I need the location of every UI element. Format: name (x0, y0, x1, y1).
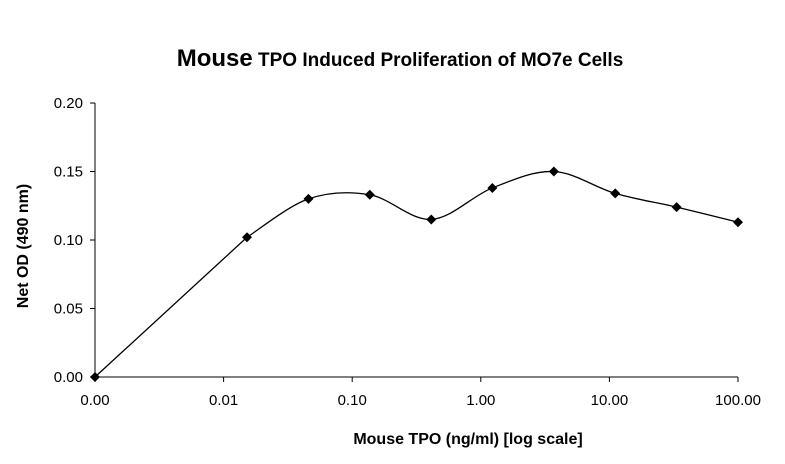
y-tick-label: 0.15 (54, 164, 83, 181)
data-point (671, 202, 682, 213)
data-point (303, 193, 314, 204)
data-point (733, 217, 743, 228)
x-tick-label: 100.00 (715, 392, 761, 409)
data-point (364, 189, 375, 200)
x-tick-label: 0.01 (209, 392, 238, 409)
axes (94, 103, 738, 378)
x-tick-label: 0.10 (338, 392, 367, 409)
x-tick-label: 0.00 (80, 392, 109, 409)
data-point (241, 232, 252, 243)
y-tick-label: 0.10 (54, 232, 83, 249)
x-axis-label: Mouse TPO (ng/ml) [log scale] (353, 431, 582, 448)
x-tick-label: 10.00 (591, 392, 629, 409)
data-point (90, 372, 100, 382)
chart-title: Mouse TPO Induced Proliferation of MO7e … (177, 45, 624, 72)
data-point (610, 188, 621, 199)
chart-title-rest: TPO Induced Proliferation of MO7e Cells (253, 50, 624, 71)
data-point (426, 214, 437, 225)
y-tick-label: 0.05 (54, 301, 83, 318)
series-line (94, 170, 739, 378)
plot-area (90, 166, 743, 382)
x-tick-label: 1.00 (466, 392, 495, 409)
y-tick-label: 0.00 (54, 369, 83, 386)
y-tick-label: 0.20 (54, 95, 83, 112)
chart-title-lead: Mouse (177, 45, 253, 72)
y-axis-label: Net OD (490 nm) (15, 184, 32, 308)
ticks: 0.00 0.05 0.10 0.15 0.20 0.00 0.01 0.10 1.00 10.0… (54, 95, 761, 409)
data-point (548, 166, 559, 177)
data-point (487, 182, 498, 193)
